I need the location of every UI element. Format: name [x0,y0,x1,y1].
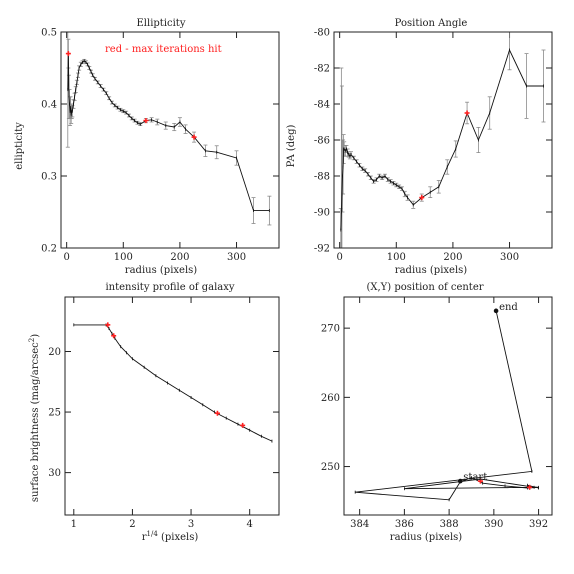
axis-ticks: 0 100 200 300 -92 -90 -88 -86 -84 -82 -80 [314,28,552,263]
series-line [67,53,270,212]
x-tick-label: 0 [336,252,342,263]
x-tick-label: 386 [395,519,414,530]
x-axis-label: radius (pixels) [395,265,467,276]
x-tick-label: 100 [387,252,406,263]
y-axis-label: PA (deg) [286,125,297,168]
x-tick-label: 388 [440,519,459,530]
panel-title: intensity profile of galaxy [105,282,234,293]
plot-frame [343,296,553,516]
y-tick-label: -80 [314,28,330,39]
plot-frame [333,31,553,249]
series-line [340,48,544,231]
y-tick-label: -90 [314,208,330,219]
x-tick-label: 200 [443,252,462,263]
x-tick-label: 390 [484,519,503,530]
x-tick-label: 300 [500,252,519,263]
y-tick-label: 250 [321,462,340,473]
y-tick-label: -88 [314,172,330,183]
y-tick-label: 30 [48,468,61,479]
plot-frame [60,31,280,249]
y-tick-label: 0.5 [41,28,57,39]
series-line [73,324,273,442]
plot-area [73,322,273,443]
y-tick-label: -84 [314,100,330,111]
axis-ticks: 384 386 388 390 392 250 260 270 [321,297,552,530]
plot-frame [64,296,280,516]
y-tick-label: 260 [321,393,340,404]
y-tick-label: 0.4 [41,100,57,111]
data-marks [65,32,272,226]
x-axis-label: r1/4 (pixels) [142,530,199,543]
y-tick-label: -82 [314,64,330,75]
axis-ticks: 1 2 3 4 20 25 30 [48,297,279,530]
x-tick-label: 3 [188,519,194,530]
x-tick-label: 392 [529,519,548,530]
y-tick-label: 270 [321,324,340,335]
x-tick-label: 2 [129,519,135,530]
panel-title: (X,Y) position of center [366,282,483,293]
intensity-profile-panel: intensity profile of galaxy 1 2 3 4 20 25 30 r… [28,282,280,543]
x-tick-label: 384 [350,519,369,530]
x-axis-label: radius (pixels) [125,265,197,276]
label-start: start [463,472,487,483]
x-tick-label: 100 [114,252,133,263]
y-axis-label: ellipticity [14,122,25,170]
y-tick-label: -86 [314,136,330,147]
x-tick-label: 0 [63,252,69,263]
y-tick-label: -92 [314,244,330,255]
data-marks [338,32,546,248]
x-axis-label: radius (pixels) [390,532,462,543]
plot-area [65,32,272,226]
center-position-panel: (X,Y) position of center 384 386 388 390 392… [321,282,553,543]
axis-ticks: 0 100 200 300 0.2 0.3 0.4 0.5 [41,28,279,263]
panel-title: Position Angle [395,18,468,29]
x-tick-label: 1 [71,519,77,530]
panel-title: Ellipticity [137,18,186,29]
series-line [355,310,539,501]
marker-start [458,478,463,484]
y-axis-label: surface brightness (mag/arcsec2) [28,334,41,502]
y-tick-label: 0.3 [41,172,57,183]
x-tick-label: 200 [170,252,189,263]
y-tick-label: 25 [48,408,61,419]
data-marks [73,322,273,443]
label-end: end [499,302,518,313]
y-tick-label: 0.2 [41,244,57,255]
position-angle-panel: Position Angle 0 100 200 300 -92 -90 -88 -86 -84… [286,18,553,276]
y-tick-label: 20 [48,347,61,358]
x-tick-label: 4 [246,519,252,530]
red-annotation: red - max iterations hit [105,44,222,55]
plot-area [338,32,546,248]
x-tick-label: 300 [227,252,246,263]
ellipticity-panel: Ellipticity 0 100 200 300 0.2 0.3 0.4 0.5 radiu… [14,18,280,276]
plot-area [354,309,539,502]
marker-end [493,308,499,314]
data-marks: end start [354,302,539,502]
